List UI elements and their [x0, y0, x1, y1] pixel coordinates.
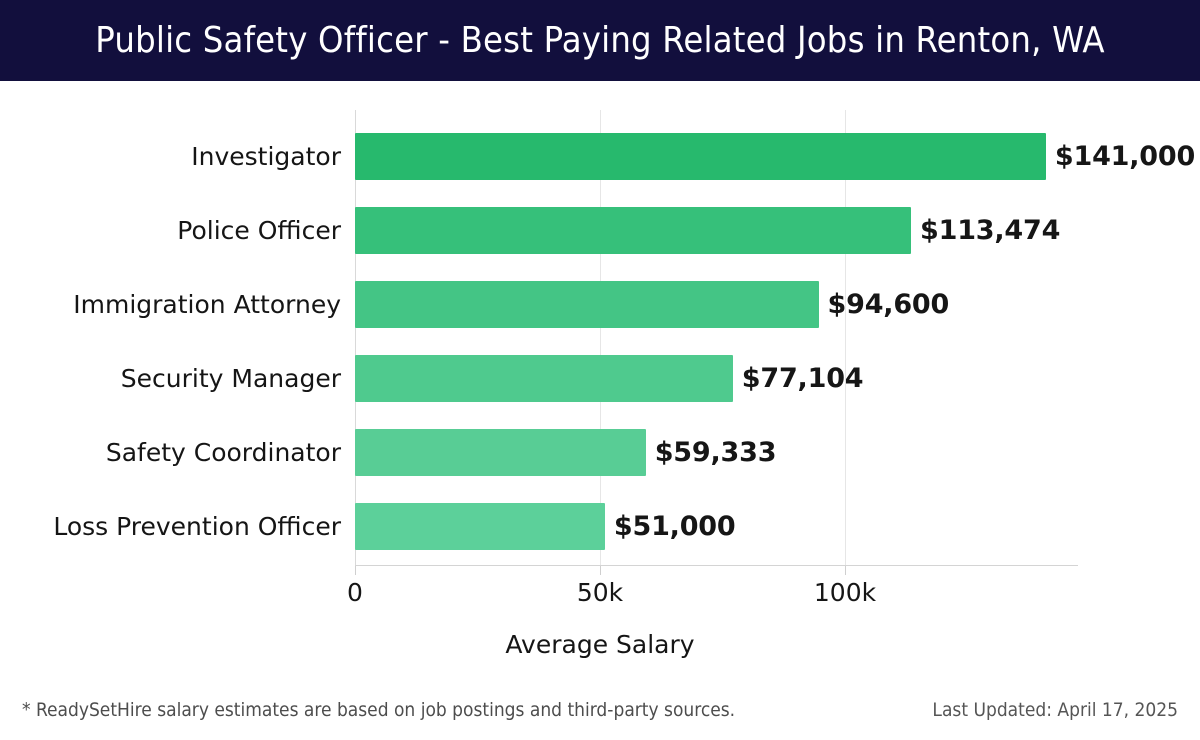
bar-value-label: $51,000 — [613, 511, 736, 542]
category-label: Security Manager — [120, 364, 341, 393]
plot-area — [355, 110, 1078, 565]
last-updated-text: Last Updated: April 17, 2025 — [932, 699, 1178, 721]
category-label: Investigator — [191, 142, 341, 171]
bar-value-label: $77,104 — [741, 363, 864, 394]
x-axis-spine — [355, 565, 1078, 566]
bar[interactable] — [355, 207, 912, 254]
x-tick-label: 0 — [347, 578, 363, 607]
x-axis-title: Average Salary — [505, 630, 695, 659]
x-tick-mark — [355, 566, 356, 575]
bar-value-label: $113,474 — [920, 215, 1061, 246]
bar[interactable] — [355, 281, 819, 328]
category-label: Police Officer — [177, 216, 341, 245]
bar[interactable] — [355, 355, 733, 402]
bar-value-label: $94,600 — [827, 289, 950, 320]
category-label: Loss Prevention Officer — [53, 512, 341, 541]
bar[interactable] — [355, 429, 646, 476]
x-tick-mark — [845, 566, 846, 575]
category-label: Safety Coordinator — [105, 438, 341, 467]
gridline — [600, 110, 601, 565]
bar[interactable] — [355, 503, 605, 550]
title-banner: Public Safety Officer - Best Paying Rela… — [0, 0, 1200, 81]
bar[interactable] — [355, 133, 1046, 180]
x-tick-label: 100k — [813, 578, 877, 607]
gridline — [845, 110, 846, 565]
page-title: Public Safety Officer - Best Paying Rela… — [95, 20, 1105, 61]
y-axis-spine — [355, 110, 356, 565]
footnote-text: * ReadySetHire salary estimates are base… — [22, 699, 736, 721]
x-tick-mark — [600, 566, 601, 575]
x-tick-label: 50k — [576, 578, 624, 607]
bar-value-label: $141,000 — [1054, 141, 1196, 172]
category-label: Immigration Attorney — [73, 290, 341, 319]
bar-value-label: $59,333 — [654, 437, 777, 468]
